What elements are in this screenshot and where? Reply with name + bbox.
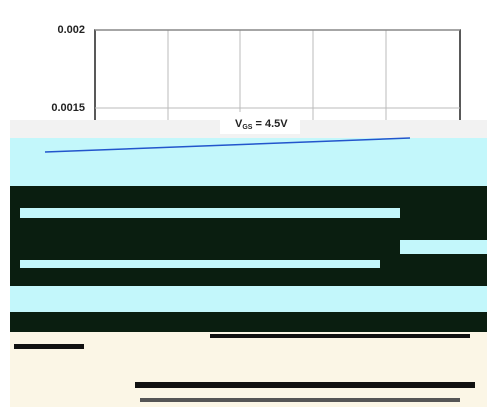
glitch-bar [140, 398, 460, 402]
glitch-band [10, 312, 487, 332]
glitch-band [10, 332, 487, 407]
glitch-bar [210, 334, 470, 338]
annotation-main: V [235, 118, 243, 130]
annotation-bg [220, 112, 300, 134]
glitch-bar [135, 382, 475, 388]
glitch-streak [400, 240, 487, 254]
annotation-sub: GS [242, 124, 252, 131]
annotation: VGS = 4.5V [235, 118, 288, 131]
glitch-band [10, 138, 487, 186]
y-tick-label: 0.0015 [51, 102, 85, 114]
glitch-streak [20, 208, 400, 218]
plot-grid [167, 30, 387, 122]
y-axis: 0.0015 0.002 [51, 24, 460, 114]
glitch-band [10, 286, 487, 312]
annotation-rest: = 4.5V [255, 118, 288, 130]
glitch-bar [14, 344, 84, 349]
glitch-band [10, 186, 487, 286]
glitch-line [44, 137, 411, 153]
y-tick-label: 0.002 [57, 24, 85, 36]
glitch-streak [20, 260, 380, 268]
